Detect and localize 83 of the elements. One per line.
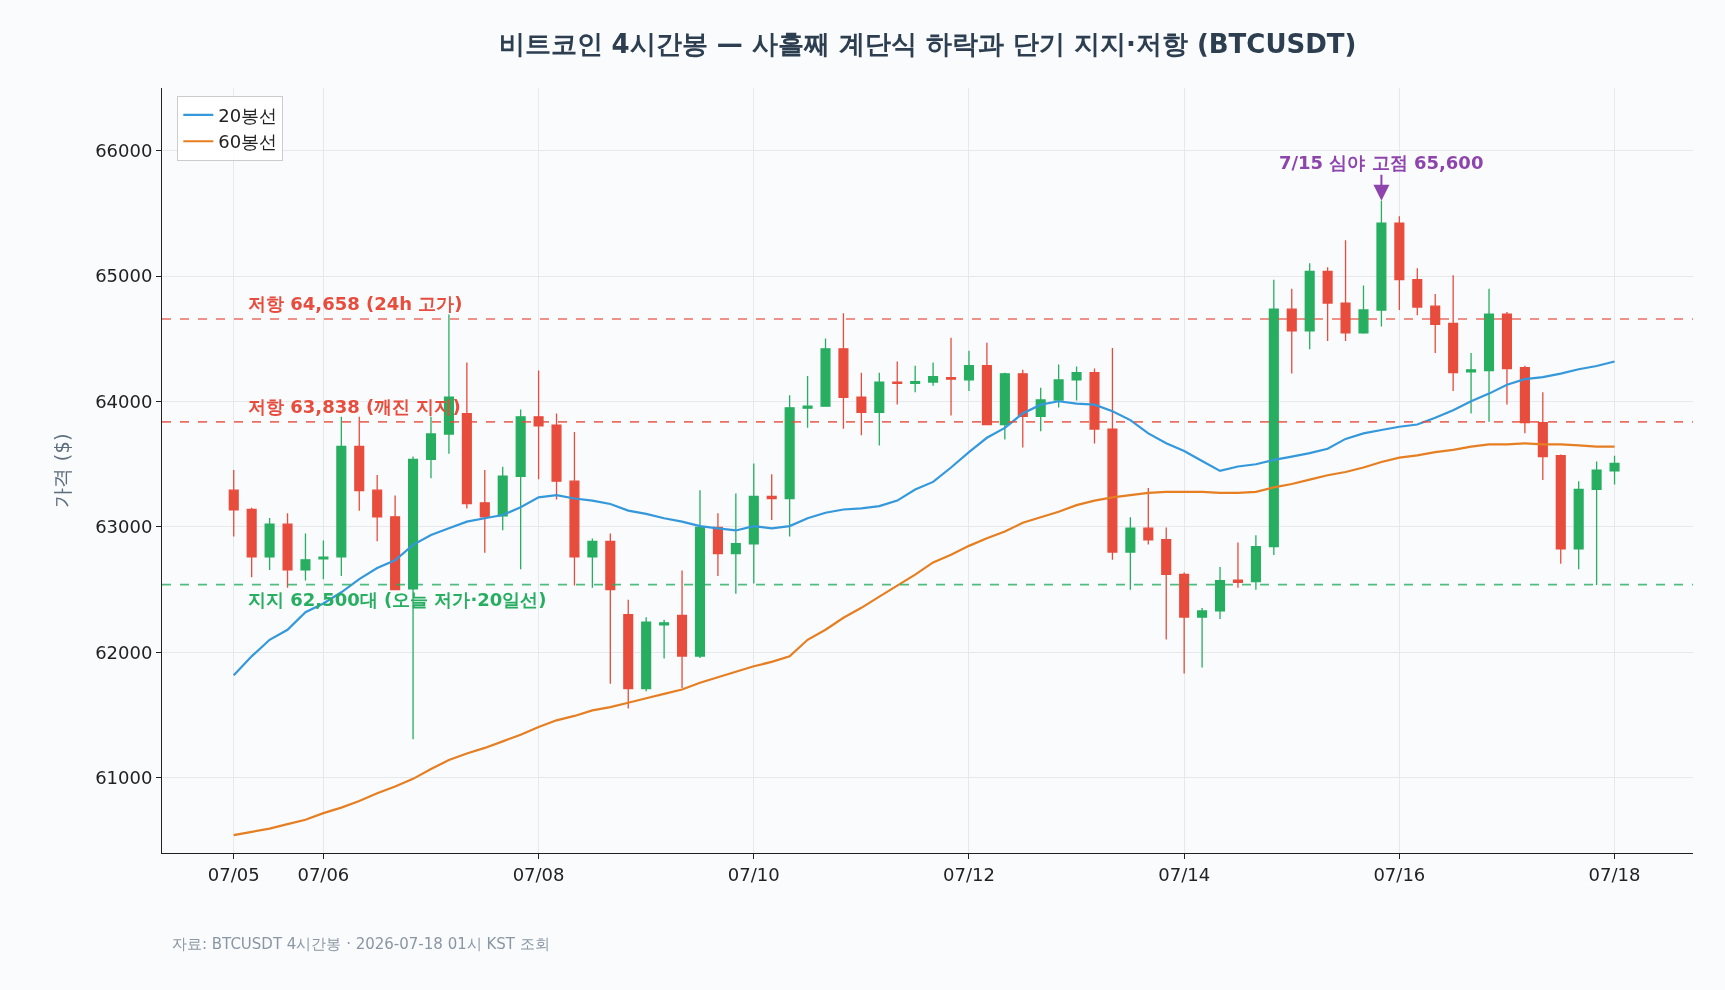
annotation: 7/15 심야 고점 65,600 (1279, 152, 1484, 173)
candlestick (1609, 455, 1620, 486)
candlestick (390, 494, 401, 591)
candlestick (928, 361, 939, 387)
candlestick (963, 350, 975, 392)
candlestick (1197, 607, 1208, 669)
candlestick (838, 312, 849, 430)
candlestick (910, 365, 921, 393)
x-tick-label: 07/14 (1158, 863, 1211, 885)
candlestick (1448, 274, 1459, 392)
line-series (232, 360, 1616, 677)
candlestick (372, 474, 383, 543)
y-axis-title: 가격 ($) (49, 433, 74, 508)
candlestick (730, 492, 741, 595)
x-tick-label: 07/18 (1588, 863, 1641, 885)
line-series (232, 442, 1616, 837)
candlestick (425, 416, 437, 479)
candlestick (1573, 480, 1584, 570)
candlestick (569, 431, 580, 587)
candlestick (1161, 526, 1172, 641)
candlestick (999, 372, 1010, 441)
candlestick (1376, 200, 1387, 328)
candlestick (1107, 347, 1118, 561)
candlestick (712, 512, 723, 577)
candlestick (874, 372, 885, 447)
x-tick-label: 07/10 (727, 863, 780, 885)
candlestick (1466, 352, 1477, 415)
x-tick-label: 07/05 (207, 863, 260, 885)
candlestick (1304, 262, 1315, 350)
text: 자료: BTCUSDT 4시간봉 · 2026-07-18 01시 KST 조회 (172, 935, 550, 953)
candlestick (1125, 516, 1136, 591)
candlestick (1268, 279, 1279, 556)
candlestick (515, 408, 526, 570)
candlestick (1053, 363, 1064, 409)
candlestick (623, 599, 634, 710)
candlestick (264, 517, 275, 571)
candlestick (856, 372, 867, 436)
candlestick (246, 507, 257, 578)
candlestick (677, 569, 688, 689)
candlestick (784, 394, 795, 538)
candlestick (1017, 369, 1028, 449)
candlestick (1483, 288, 1495, 423)
legend-label: 60봉선 (218, 131, 278, 153)
y-tick-label: 63000 (95, 516, 153, 538)
candlestick (1394, 215, 1405, 311)
candlestick (497, 466, 508, 531)
legend-label: 20봉선 (218, 104, 278, 126)
candlestick (228, 469, 239, 538)
x-tick-label: 07/08 (512, 863, 565, 885)
candlestick (802, 375, 813, 429)
y-tick-label: 66000 (95, 140, 153, 161)
candlestick (820, 337, 831, 408)
y-tick-label: 64000 (95, 390, 153, 412)
candlestick (282, 512, 293, 589)
candlestick (748, 462, 759, 585)
candlestick (1358, 284, 1369, 335)
candlestick (641, 616, 652, 692)
candlestick (605, 532, 616, 685)
x-tick-label: 07/12 (943, 863, 995, 885)
candlestick (1143, 487, 1154, 546)
candlestick (1071, 365, 1082, 402)
candlestick (300, 532, 311, 582)
y-tick-label: 65000 (95, 265, 153, 287)
x-tick-label: 07/06 (297, 863, 350, 885)
y-tick-label: 62000 (95, 641, 153, 663)
candlestick (659, 619, 670, 660)
candlestick (945, 337, 957, 417)
candlestick (479, 469, 490, 554)
candlestick (1250, 534, 1261, 591)
candlestick (336, 416, 347, 577)
candlestick (1322, 266, 1333, 342)
ref-line-label: 저항 64,658 (24h 고가) (248, 293, 463, 314)
candlestick (1232, 541, 1243, 589)
candlestick (1555, 453, 1566, 565)
y-tick-label: 61000 (95, 767, 153, 789)
x-tick-label: 07/16 (1373, 863, 1426, 885)
candlestick (892, 360, 903, 406)
chart-title: 비트코인 4시간봉 — 사흘째 계단식 하락과 단기 지지·저항 (BTCUSDT) (498, 28, 1357, 59)
candlestick (318, 539, 329, 581)
candlestick (1591, 460, 1602, 586)
candlestick (1179, 571, 1190, 675)
candlestick (1412, 267, 1423, 317)
candlestick (766, 473, 777, 521)
